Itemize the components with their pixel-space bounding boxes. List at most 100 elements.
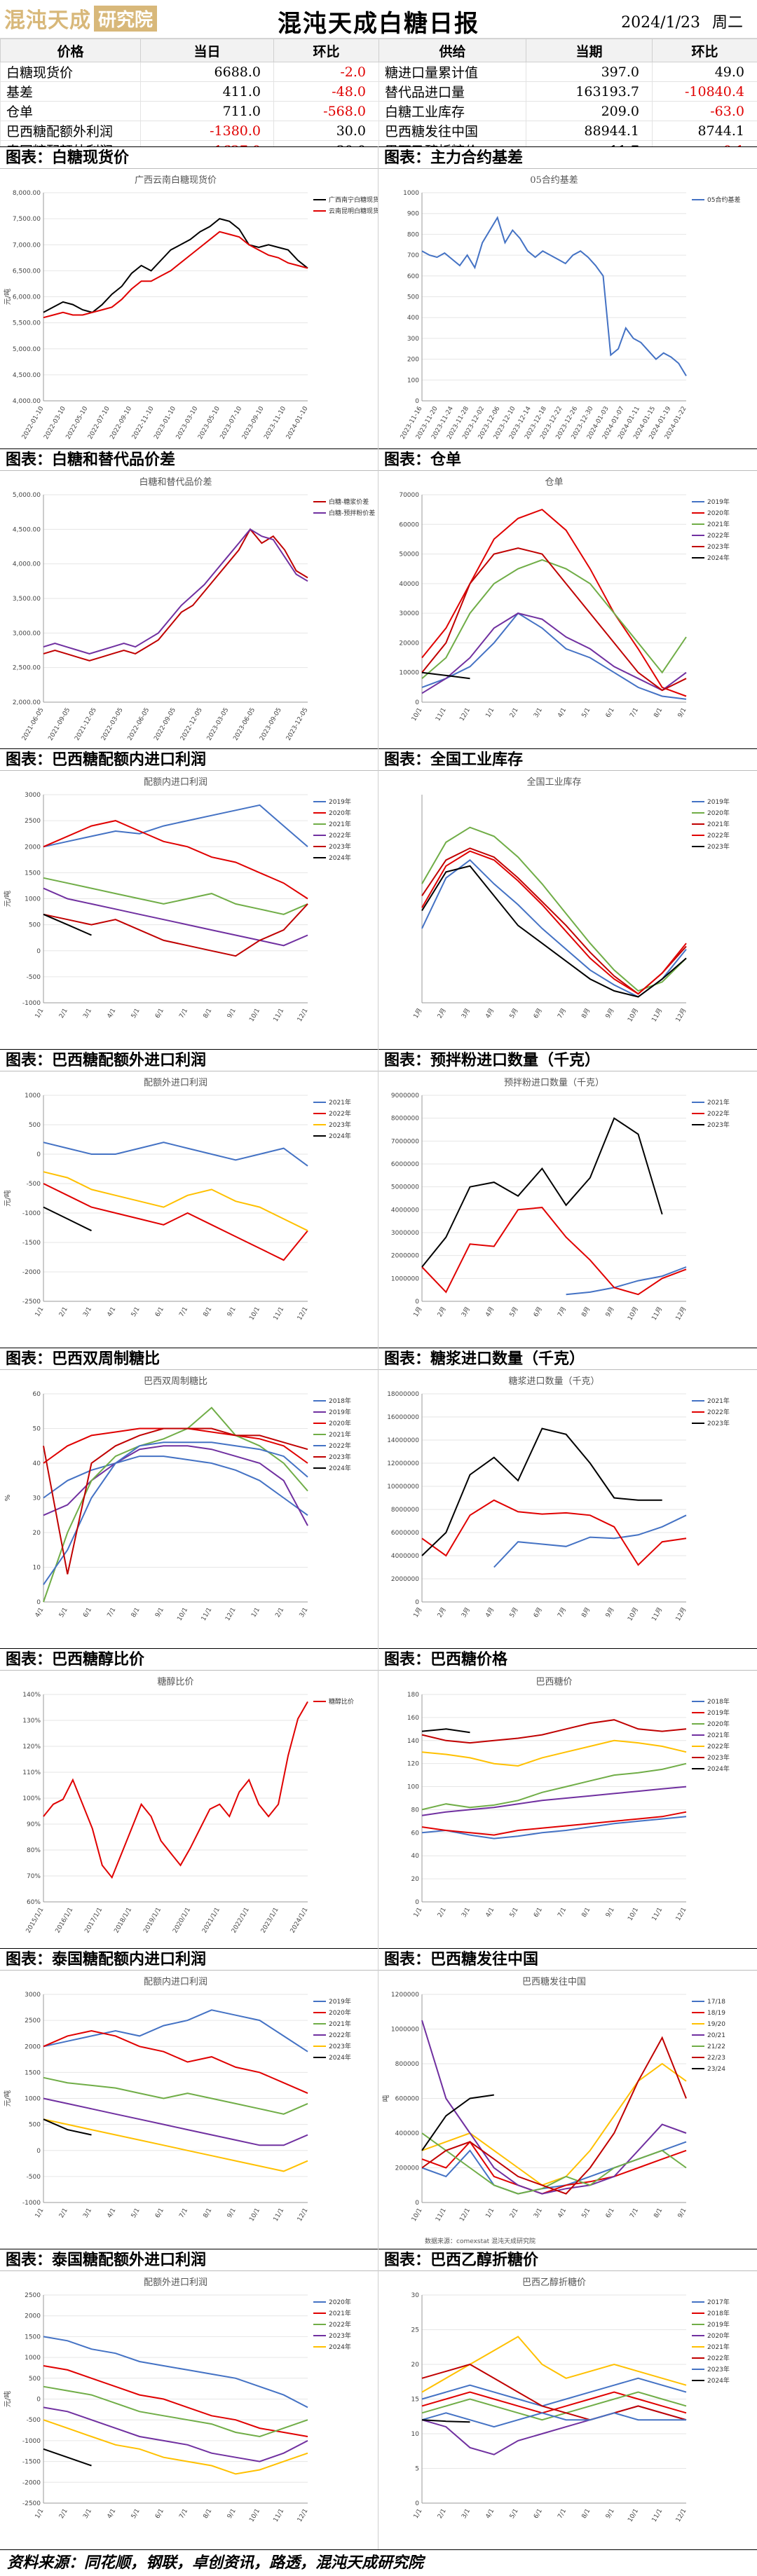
x-tick-label: 10月 — [626, 1606, 640, 1622]
x-tick-label: 10/1 — [248, 1306, 261, 1322]
chart-title: 糖醇比价 — [157, 1676, 193, 1687]
line-chart: 预拌粉进口数量（千克）01000000200000030000004000000… — [378, 1071, 756, 1346]
metric-value: -1380.0 — [141, 121, 274, 141]
series-line — [43, 2078, 308, 2114]
x-tick-label: 2023-05-10 — [197, 405, 221, 441]
weekday-value: 周二 — [712, 14, 743, 32]
x-tick-label: 5/1 — [130, 2207, 142, 2220]
x-tick-label: 8/1 — [203, 2508, 214, 2521]
legend-label: 白糖-糖浆价差 — [329, 498, 369, 506]
series-line — [43, 529, 308, 654]
legend-label: 2022年 — [707, 831, 730, 840]
section-title: 图表：巴西糖配额内进口利润 — [0, 748, 378, 771]
legend-label: 2020年 — [329, 1419, 351, 1427]
x-tick-label: 4月 — [484, 1306, 496, 1318]
y-tick-label: 80 — [411, 1807, 420, 1814]
y-tick-label: 500 — [29, 2376, 41, 2383]
legend-label: 白糖-预拌粉价差 — [329, 509, 375, 517]
y-tick-label: 120% — [22, 1743, 41, 1751]
x-tick-label: 7/1 — [178, 2207, 189, 2220]
y-tick-label: 800 — [407, 231, 419, 238]
metrics-header-row: 价格 当日 环比 供给 当期 环比 — [1, 39, 757, 62]
x-tick-label: 2/1 — [437, 1907, 448, 1919]
y-tick-label: 30 — [411, 2292, 420, 2299]
x-tick-label: 3/1 — [82, 2207, 93, 2220]
x-tick-label: 3月 — [460, 1007, 472, 1020]
x-tick-label: 2/1 — [58, 2207, 69, 2220]
y-tick-label: 30 — [33, 1495, 41, 1502]
x-tick-label: 3/1 — [299, 1607, 310, 1619]
series-line — [422, 2064, 686, 2185]
legend-label: 2024年 — [329, 1132, 351, 1140]
y-tick-label: 100 — [407, 377, 419, 384]
x-tick-label: 11/1 — [200, 1607, 214, 1623]
series-line — [422, 560, 686, 678]
series-line — [43, 529, 308, 661]
x-tick-label: 9月 — [604, 1306, 616, 1318]
x-tick-label: 11/1 — [273, 2508, 286, 2524]
y-tick-label: 50000 — [399, 551, 419, 559]
y-tick-label: 2000 — [25, 2043, 41, 2050]
metric-value: 6688.0 — [141, 62, 274, 82]
x-tick-label: 3/1 — [82, 2508, 93, 2521]
x-tick-label: 9/1 — [226, 2508, 238, 2521]
series-line — [422, 860, 686, 996]
chart-title: 配额内进口利润 — [144, 776, 207, 788]
y-tick-label: 40 — [33, 1460, 41, 1467]
series-line — [43, 1701, 308, 1877]
legend-label: 广西南宁白糖现货价 — [329, 196, 378, 204]
metric-label: 巴西糖发往中国 — [379, 121, 526, 141]
series-line — [422, 1207, 686, 1294]
legend-label: 2021年 — [329, 820, 351, 828]
x-tick-label: 9/1 — [677, 2207, 688, 2220]
x-tick-label: 2023-03-10 — [175, 405, 200, 441]
y-tick-label: 2500 — [25, 2017, 41, 2025]
x-tick-label: 12/1 — [675, 2508, 688, 2524]
metric-change: 49.0 — [653, 62, 757, 82]
y-tick-label: 1000000 — [391, 2027, 419, 2034]
y-tick-label: 2000 — [25, 2313, 41, 2320]
y-tick-label: 80% — [27, 1847, 41, 1854]
y-tick-label: 200000 — [395, 2165, 420, 2172]
series-line — [422, 866, 686, 997]
x-tick-label: 7/1 — [557, 2508, 568, 2521]
y-tick-label: 3000 — [25, 1992, 41, 1999]
y-tick-label: 6,500.00 — [13, 268, 41, 275]
x-tick-label: 8/1 — [581, 1907, 592, 1919]
line-chart: 糖浆进口数量（千克）020000004000000600000080000001… — [378, 1370, 756, 1647]
y-tick-label: 5,000.00 — [13, 346, 41, 353]
x-tick-label: 2月 — [436, 1606, 448, 1619]
y-tick-label: 600000 — [395, 2096, 420, 2103]
x-tick-label: 6/1 — [154, 2508, 165, 2521]
y-tick-label: 2000000 — [391, 1576, 419, 1583]
x-tick-label: 6月 — [532, 1007, 544, 1020]
y-tick-label: 800000 — [395, 2061, 420, 2068]
line-chart: 配额外进口利润-2500-2000-1500-1000-50005001000元… — [0, 1071, 378, 1346]
col-header: 环比 — [653, 39, 757, 62]
x-tick-label: 2023-11-10 — [263, 405, 287, 441]
section-title: 图表：糖浆进口数量（千克） — [378, 1348, 757, 1370]
metric-value: 88944.1 — [526, 121, 653, 141]
y-tick-label: 1000 — [25, 2355, 41, 2362]
y-tick-label: 0 — [36, 1151, 41, 1158]
y-tick-label: 500 — [407, 294, 419, 301]
y-axis-label: 元/吨 — [3, 289, 12, 305]
section-title: 图表：白糖现货价 — [0, 146, 378, 169]
col-header: 价格 — [1, 39, 141, 62]
y-tick-label: 130% — [22, 1718, 41, 1725]
legend-label: 17/18 — [707, 1999, 725, 2006]
y-tick-label: 0 — [415, 1599, 419, 1606]
y-tick-label: 1500 — [25, 2334, 41, 2341]
x-tick-label: 8/1 — [203, 2207, 214, 2220]
x-tick-label: 6月 — [532, 1306, 544, 1318]
x-tick-label: 4/1 — [107, 2207, 118, 2220]
y-tick-label: 60000 — [399, 521, 419, 528]
line-chart: 配额内进口利润-1000-500050010001500200025003000… — [0, 1971, 378, 2247]
